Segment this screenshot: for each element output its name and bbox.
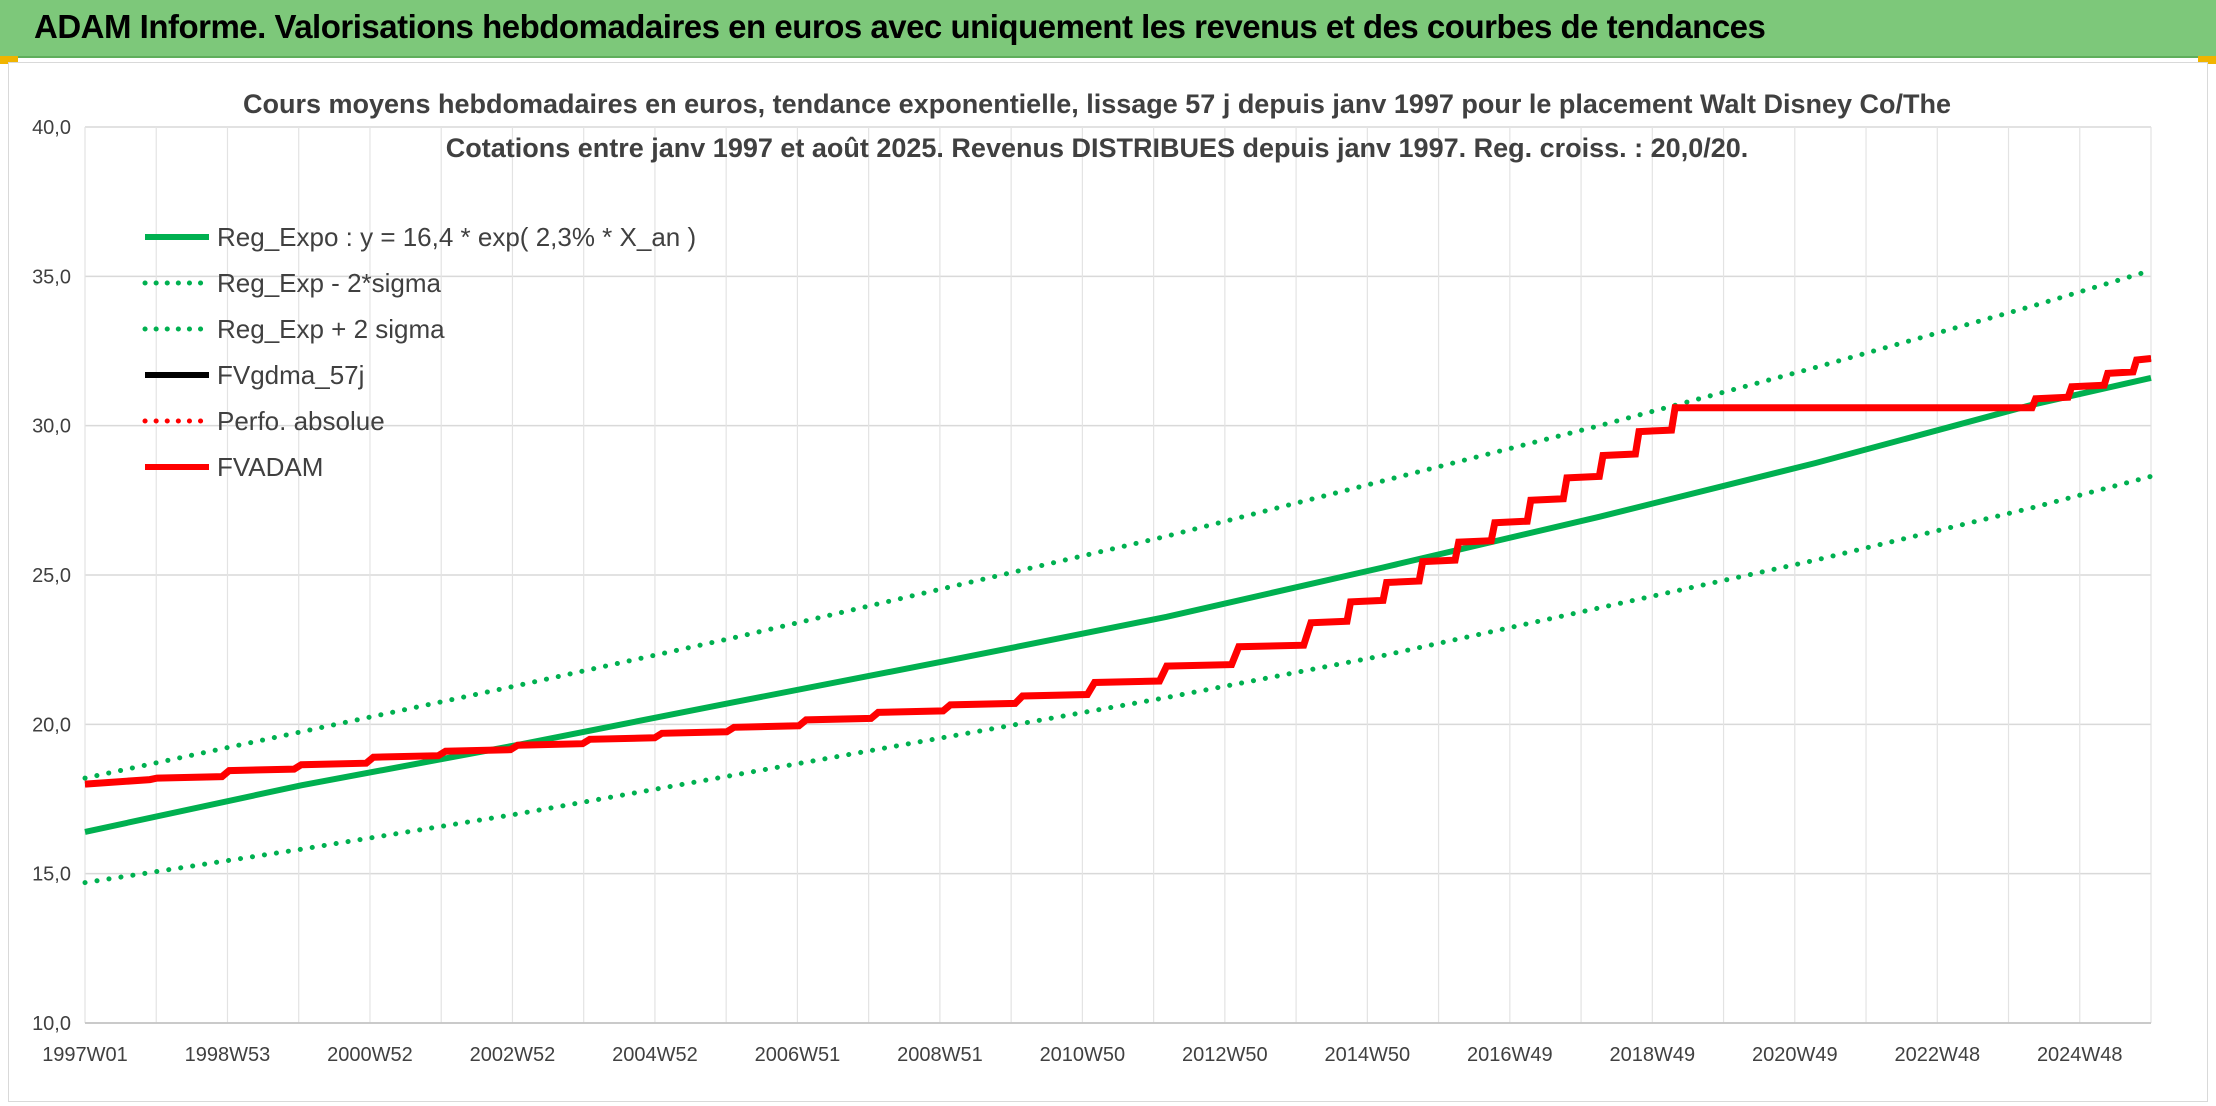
x-tick-label: 2022W48 xyxy=(1894,1044,1980,1066)
legend: Reg_Expo : y = 16,4 * exp( 2,3% * X_an )… xyxy=(142,222,696,482)
x-tick-label: 2014W50 xyxy=(1325,1044,1411,1066)
legend-label: FVADAM xyxy=(217,452,323,482)
x-tick-label: 2016W49 xyxy=(1467,1044,1553,1066)
y-tick-label: 15,0 xyxy=(32,864,71,886)
y-tick-label: 20,0 xyxy=(32,714,71,736)
series-line xyxy=(84,374,2152,835)
x-tick-label: 2024W48 xyxy=(2037,1044,2123,1066)
x-tick-label: 1997W01 xyxy=(42,1044,128,1066)
x-tick-label: 2006W51 xyxy=(755,1044,841,1066)
y-tick-label: 40,0 xyxy=(32,117,71,139)
series-layer xyxy=(82,267,2154,886)
y-tick-label: 10,0 xyxy=(32,1013,71,1035)
corner-accent-left xyxy=(0,56,18,64)
chart-area: Cours moyens hebdomadaires en euros, ten… xyxy=(8,62,2208,1102)
header-banner: ADAM Informe. Valorisations hebdomadaire… xyxy=(0,0,2216,58)
legend-label: Reg_Exp + 2 sigma xyxy=(217,314,445,344)
chart-svg: Cours moyens hebdomadaires en euros, ten… xyxy=(32,89,2154,1066)
y-tick-label: 35,0 xyxy=(32,266,71,288)
series-line xyxy=(82,267,2154,781)
x-tick-label: 2004W52 xyxy=(612,1044,698,1066)
legend-label: FVgdma_57j xyxy=(217,360,364,390)
chart-title-line2: Cotations entre janv 1997 et août 2025. … xyxy=(446,133,1749,163)
x-tick-label: 2000W52 xyxy=(327,1044,413,1066)
page-title: ADAM Informe. Valorisations hebdomadaire… xyxy=(34,8,1766,45)
legend-label: Reg_Expo : y = 16,4 * exp( 2,3% * X_an ) xyxy=(217,222,696,252)
x-tick-label: 2018W49 xyxy=(1609,1044,1695,1066)
chart-title-group: Cours moyens hebdomadaires en euros, ten… xyxy=(243,89,1951,163)
grid xyxy=(84,126,2152,1024)
series-line xyxy=(82,473,2154,886)
axes: 10,0 15,0 20,0 25,0 30,0 35,0 40,0 1997W01 1998W… xyxy=(32,117,2151,1066)
x-tick-label: 2020W49 xyxy=(1752,1044,1838,1066)
y-tick-label: 25,0 xyxy=(32,565,71,587)
y-tick-label: 30,0 xyxy=(32,416,71,438)
corner-accent-right xyxy=(2198,56,2216,64)
x-tick-label: 2002W52 xyxy=(470,1044,556,1066)
legend-label: Reg_Exp - 2*sigma xyxy=(217,268,442,298)
series-line xyxy=(84,355,2152,788)
series-line-fvgdma xyxy=(84,356,2152,787)
x-tick-label: 1998W53 xyxy=(185,1044,271,1066)
x-tick-label: 2010W50 xyxy=(1040,1044,1126,1066)
chart-title-line1: Cours moyens hebdomadaires en euros, ten… xyxy=(243,89,1951,119)
x-tick-label: 2008W51 xyxy=(897,1044,983,1066)
x-tick-label: 2012W50 xyxy=(1182,1044,1268,1066)
legend-label: Perfo. absolue xyxy=(217,406,385,436)
